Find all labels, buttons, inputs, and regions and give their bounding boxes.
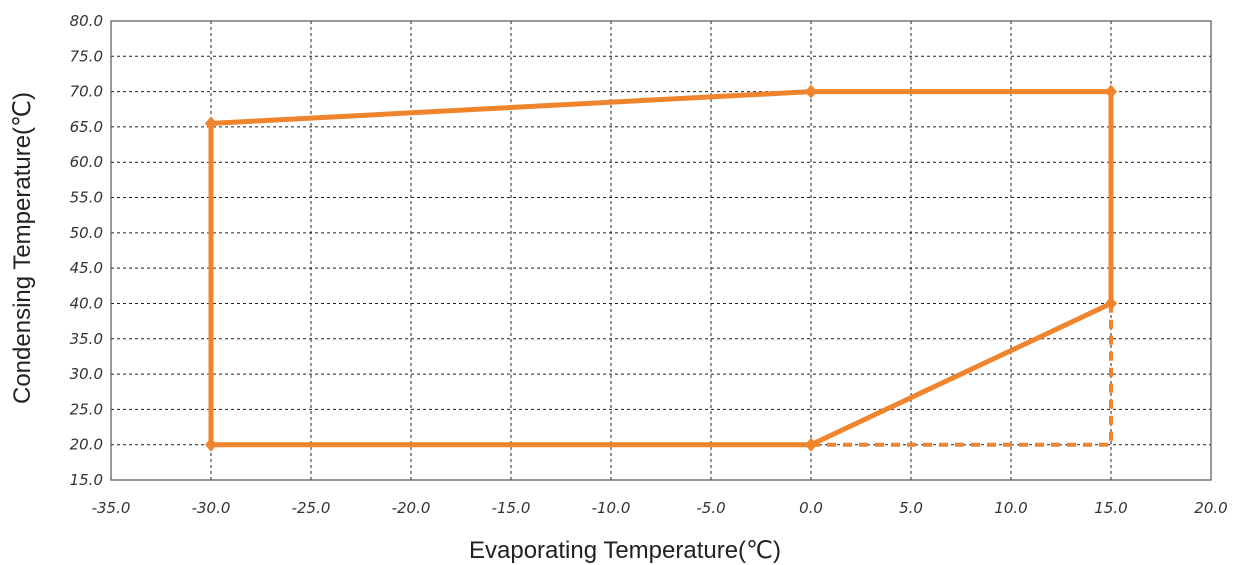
x-tick-label: 0.0: [799, 499, 823, 517]
y-tick-label: 20.0: [70, 436, 103, 454]
x-tick-label: 10.0: [994, 499, 1027, 517]
y-tick-label: 45.0: [70, 259, 103, 277]
data-point-marker: [805, 84, 817, 99]
x-tick-label: -15.0: [492, 499, 531, 517]
x-tick-label: -10.0: [592, 499, 631, 517]
data-point-marker: [1105, 84, 1117, 99]
data-point-marker: [205, 437, 217, 452]
y-tick-label: 65.0: [70, 118, 103, 136]
y-tick-label: 80.0: [70, 12, 103, 30]
y-tick-label: 25.0: [70, 400, 103, 418]
y-axis-title: Condensing Temperature(℃): [9, 92, 36, 404]
y-tick-label: 50.0: [70, 224, 103, 242]
x-tick-label: -30.0: [192, 499, 231, 517]
x-tick-label: 15.0: [1094, 499, 1127, 517]
y-tick-label: 70.0: [70, 83, 103, 101]
x-tick-label: -35.0: [92, 499, 131, 517]
boundary-dashed-line: [811, 303, 1113, 447]
x-tick-label: -5.0: [696, 499, 725, 517]
y-tick-label: 40.0: [70, 294, 103, 312]
data-point-marker: [805, 437, 817, 452]
x-tick-label: 5.0: [899, 499, 923, 517]
y-tick-label: 60.0: [70, 153, 103, 171]
x-tick-label: 20.0: [1194, 499, 1227, 517]
data-point-marker: [1105, 296, 1117, 311]
x-axis-title: Evaporating Temperature(℃): [469, 537, 781, 564]
x-tick-label: -20.0: [392, 499, 431, 517]
y-tick-label: 75.0: [70, 47, 103, 65]
tick-labels: -35.0 -30.0 -25.0 -20.0 -15.0 -10.0 -5.0 0.0 5.0…: [70, 12, 1228, 517]
y-tick-label: 55.0: [70, 189, 103, 207]
plot-frame: [110, 20, 1212, 481]
y-tick-label: 30.0: [70, 365, 103, 383]
series-group: [205, 84, 1117, 452]
x-tick-label: -25.0: [292, 499, 331, 517]
y-tick-label: 15.0: [70, 471, 103, 489]
data-point-marker: [205, 116, 217, 131]
y-tick-label: 35.0: [70, 330, 103, 348]
